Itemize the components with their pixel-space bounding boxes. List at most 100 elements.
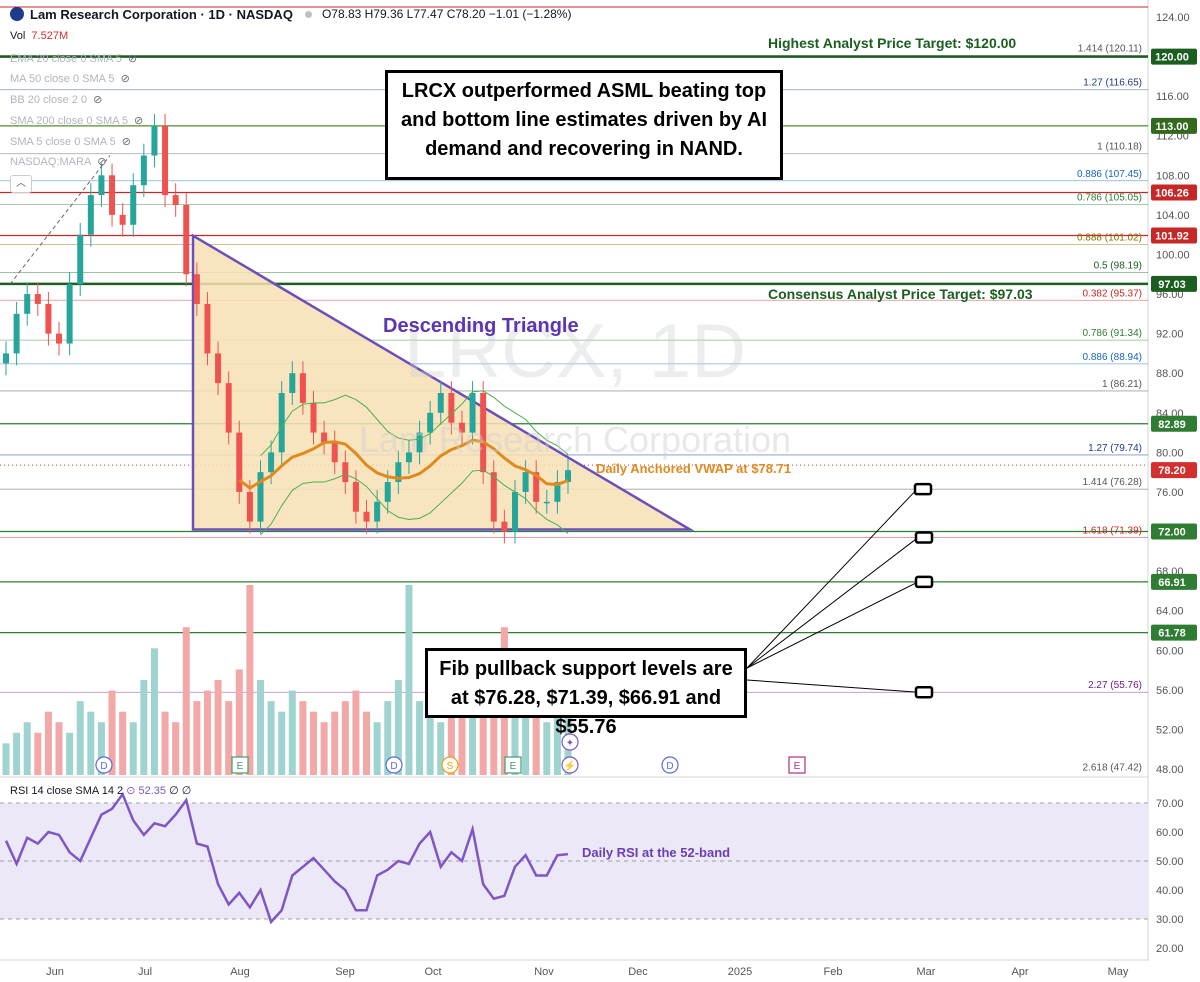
price-label-text: 82.89 <box>1158 419 1186 431</box>
volume-bar <box>246 585 254 775</box>
candle-body <box>257 472 264 522</box>
candle-body <box>310 402 317 433</box>
time-tick-label: Mar <box>917 966 936 978</box>
fib-connector-line <box>746 488 918 669</box>
indicator-compare[interactable]: NASDAQ:MARA ⊘ <box>10 156 107 168</box>
volume-bar <box>384 701 392 775</box>
fib-level-label: 0.886 (107.45) <box>1077 169 1142 180</box>
rsi-tick-label: 50.00 <box>1156 856 1184 868</box>
event-marker-label: E <box>794 761 801 772</box>
hidden-eye-icon: ⊘ <box>134 115 144 127</box>
fib-level-label: 0.786 (91.34) <box>1083 328 1143 339</box>
volume-bar <box>447 690 455 775</box>
time-tick-label: 2025 <box>728 966 752 978</box>
collapse-legend-button[interactable]: ︿ <box>10 175 32 193</box>
candle-body <box>321 432 328 443</box>
fib-target-marker <box>914 685 934 699</box>
fib-level-label: 1.27 (79.74) <box>1088 443 1142 454</box>
fib-target-marker <box>914 575 934 589</box>
rsi-extra: ∅ ∅ <box>169 785 192 797</box>
indicator-ema[interactable]: EMA 20 close 0 SMA 5 ⊘ <box>10 53 138 65</box>
price-tick-label: 48.00 <box>1156 764 1184 776</box>
time-tick-label: Dec <box>628 966 648 978</box>
candle-body <box>193 274 200 304</box>
fib-level-label: 1.414 (120.11) <box>1078 43 1142 54</box>
rsi-legend: RSI 14 close SMA 14 2 ⊙ 52.35 ∅ ∅ <box>10 784 191 797</box>
candle-body <box>522 472 529 492</box>
indicator-sma200[interactable]: SMA 200 close 0 SMA 5 ⊘ <box>10 115 144 127</box>
candle-body <box>77 234 84 285</box>
lightning-icon <box>561 756 579 774</box>
time-tick-label: May <box>1108 966 1129 978</box>
time-axis: Jun Jul Aug Sep Oct Nov Dec 2025 Feb Mar Apr May <box>46 966 1129 978</box>
price-label-badge <box>1151 227 1197 244</box>
hidden-eye-icon: ⊘ <box>121 136 131 148</box>
price-tick-label: 88.00 <box>1156 368 1184 380</box>
time-tick-label: Oct <box>424 966 441 978</box>
price-axis: 48.0052.0056.0060.0064.0068.0072.0076.00… <box>1149 0 1200 982</box>
fib-level-label: 0.5 (98.19) <box>1094 260 1142 271</box>
price-label-text: 101.92 <box>1155 230 1189 242</box>
event-marker-label: D <box>100 761 107 772</box>
volume-bar <box>13 732 21 775</box>
trend-line <box>9 155 111 285</box>
chart-header: Lam Research Corporation · 1D · NASDAQ O… <box>0 0 571 28</box>
price-label-text: 97.03 <box>1158 279 1186 291</box>
volume-bar <box>108 690 116 775</box>
indicator-ma[interactable]: MA 50 close 0 SMA 5 ⊘ <box>10 73 130 85</box>
fib-target-marker <box>914 531 934 544</box>
watermark-ticker: LRCX, 1D <box>404 309 746 394</box>
candle-body <box>246 491 253 522</box>
volume-bar <box>299 701 307 775</box>
candle-body <box>405 452 412 463</box>
candle-body <box>363 511 370 522</box>
candle-body <box>98 175 105 196</box>
volume-bar <box>288 690 296 775</box>
candle-body <box>87 195 94 235</box>
candle-body <box>13 313 20 354</box>
price-label-text: 78.20 <box>1158 465 1186 477</box>
volume-bar <box>320 722 328 775</box>
price-label-badge <box>1151 184 1197 201</box>
price-label-text: 106.26 <box>1155 188 1189 200</box>
triangle-shape <box>191 233 695 531</box>
fib-level-label: 1.27 (116.65) <box>1083 78 1142 89</box>
volume-bar <box>469 701 477 775</box>
candle-body <box>352 482 359 512</box>
volume-bar <box>256 680 264 775</box>
event-marker-label: D <box>390 761 397 772</box>
volume-bar <box>66 732 74 775</box>
fib-connector-line <box>746 679 919 693</box>
consensus-target-label: Consensus Analyst Price Target: $97.03 <box>768 286 1033 302</box>
candle-body <box>565 470 571 483</box>
indicator-sma5[interactable]: SMA 5 close 0 SMA 5 ⊘ <box>10 136 131 148</box>
triangle-label: Descending Triangle <box>383 315 579 337</box>
volume-bar <box>34 732 42 775</box>
note-fib-box: Fib pullback support levels are at $76.2… <box>425 648 747 738</box>
volume-bar <box>2 743 10 775</box>
fib-level-label: 2.618 (47.42) <box>1083 763 1143 774</box>
candle-body <box>554 482 561 502</box>
volume-bar <box>119 711 127 775</box>
candle-body <box>183 205 190 275</box>
candle-body <box>225 383 232 433</box>
candle-body <box>416 432 423 453</box>
fib-level-label: 2.27 (55.76) <box>1088 680 1142 691</box>
rsi-tick-label: 30.00 <box>1156 914 1184 926</box>
candle-body <box>448 393 455 423</box>
price-tick-label: 104.00 <box>1156 210 1190 222</box>
candle-body <box>119 214 126 225</box>
watermark-name: Lam Research Corporation <box>359 419 791 460</box>
price-label-badge <box>1151 275 1197 292</box>
volume-bar <box>543 722 551 775</box>
fib-level-label: 0.786 (105.05) <box>1077 193 1142 204</box>
indicator-bb[interactable]: BB 20 close 2 0 ⊘ <box>10 94 103 106</box>
price-label-text: 61.78 <box>1158 628 1186 640</box>
rsi-value: 52.35 <box>138 785 166 797</box>
volume-bar <box>76 701 84 775</box>
candle-body <box>278 393 285 453</box>
candle-body <box>480 393 487 473</box>
candle-body <box>501 521 508 532</box>
volume-bar <box>416 701 424 775</box>
event-marker-label: E <box>237 761 244 772</box>
